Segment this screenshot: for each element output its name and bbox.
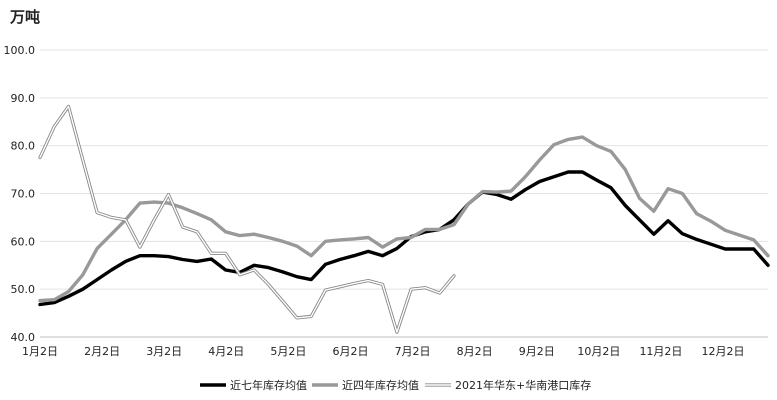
x-tick-label: 2月2日 bbox=[84, 345, 120, 358]
x-tick-label: 6月2日 bbox=[332, 345, 368, 358]
series-line-2 bbox=[38, 135, 770, 303]
y-tick-label: 40.0 bbox=[11, 331, 36, 344]
y-tick-label: 60.0 bbox=[11, 235, 36, 248]
y-tick-label: 90.0 bbox=[11, 92, 36, 105]
y-tick-label: 70.0 bbox=[11, 188, 36, 201]
y-axis-unit-label: 万吨 bbox=[10, 9, 41, 26]
y-tick-label: 100.0 bbox=[4, 44, 36, 57]
x-tick-label: 11月2日 bbox=[639, 345, 682, 358]
y-tick-label: 50.0 bbox=[11, 283, 36, 296]
x-tick-label: 10月2日 bbox=[577, 345, 620, 358]
x-tick-label: 8月2日 bbox=[457, 345, 493, 358]
x-tick-label: 5月2日 bbox=[270, 345, 306, 358]
y-tick-label: 80.0 bbox=[11, 140, 36, 153]
legend-label: 近四年库存均值 bbox=[342, 378, 419, 392]
x-tick-label: 9月2日 bbox=[519, 345, 555, 358]
x-tick-label: 7月2日 bbox=[395, 345, 431, 358]
x-tick-label: 1月2日 bbox=[22, 345, 58, 358]
series-line-3-inner bbox=[39, 105, 455, 333]
series-line-3 bbox=[38, 104, 456, 334]
series-line-1 bbox=[38, 170, 770, 307]
legend-label: 2021年华东+华南港口库存 bbox=[455, 378, 591, 392]
legend-label: 近七年库存均值 bbox=[230, 378, 307, 392]
x-tick-label: 4月2日 bbox=[208, 345, 244, 358]
x-tick-label: 3月2日 bbox=[146, 345, 182, 358]
x-tick-label: 12月2日 bbox=[702, 345, 745, 358]
